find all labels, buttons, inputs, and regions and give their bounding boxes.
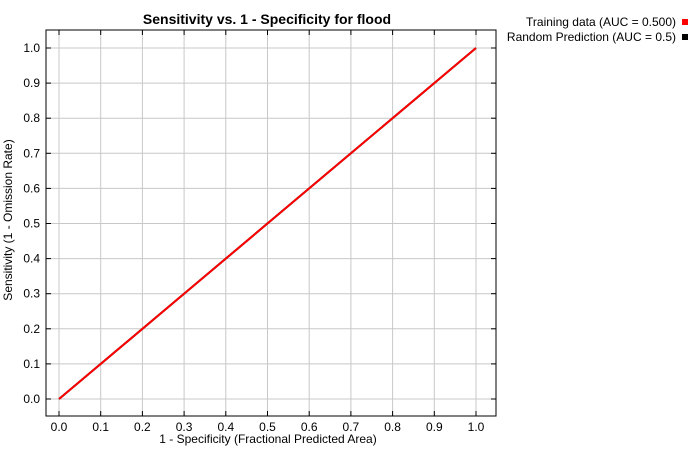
legend-swatch-random xyxy=(682,33,688,40)
y-tick-label: 0.6 xyxy=(23,181,40,195)
y-tick-label: 1.0 xyxy=(23,41,40,55)
x-tick-label: 0.6 xyxy=(301,420,318,434)
x-tick-label: 0.2 xyxy=(134,420,151,434)
legend-label-training: Training data (AUC = 0.500) xyxy=(526,14,676,29)
series-line-training xyxy=(58,47,477,400)
y-tick-label: 0.0 xyxy=(23,392,40,406)
chart-title: Sensitivity vs. 1 - Specificity for floo… xyxy=(143,11,391,27)
y-tick-label: 0.4 xyxy=(23,252,40,266)
legend-item-training: Training data (AUC = 0.500) xyxy=(507,14,688,29)
legend-label-random: Random Prediction (AUC = 0.5) xyxy=(506,29,676,44)
x-tick-label: 0.1 xyxy=(92,420,109,434)
axis-ticks: 0.0 0.1 0.2 0.3 0.4 0.5 0.6 0.7 0.8 0.9 1.0 0.0 0.1 0… xyxy=(23,30,496,434)
legend-swatch-training xyxy=(682,18,688,25)
y-axis-label: Sensitivity (1 - Omission Rate) xyxy=(1,139,15,300)
y-tick-label: 0.7 xyxy=(23,146,40,160)
x-tick-label: 0.5 xyxy=(259,420,276,434)
x-tick-label: 0.0 xyxy=(51,420,68,434)
grid xyxy=(46,30,496,416)
y-tick-label: 0.8 xyxy=(23,111,40,125)
y-tick-label: 0.9 xyxy=(23,76,40,90)
x-tick-label: 0.8 xyxy=(384,420,401,434)
y-tick-label: 0.5 xyxy=(23,217,40,231)
x-tick-label: 0.3 xyxy=(176,420,193,434)
y-tick-label: 0.1 xyxy=(23,357,40,371)
x-tick-label: 0.9 xyxy=(426,420,443,434)
y-tick-label: 0.2 xyxy=(23,322,40,336)
legend-item-random: Random Prediction (AUC = 0.5) xyxy=(507,29,688,44)
x-tick-label: 1.0 xyxy=(468,420,485,434)
x-tick-label: 0.4 xyxy=(217,420,234,434)
legend: Training data (AUC = 0.500) Random Predi… xyxy=(507,14,688,44)
x-axis-label: 1 - Specificity (Fractional Predicted Ar… xyxy=(159,432,376,446)
x-tick-label: 0.7 xyxy=(343,420,360,434)
y-tick-label: 0.3 xyxy=(23,287,40,301)
series-layer xyxy=(58,47,477,400)
